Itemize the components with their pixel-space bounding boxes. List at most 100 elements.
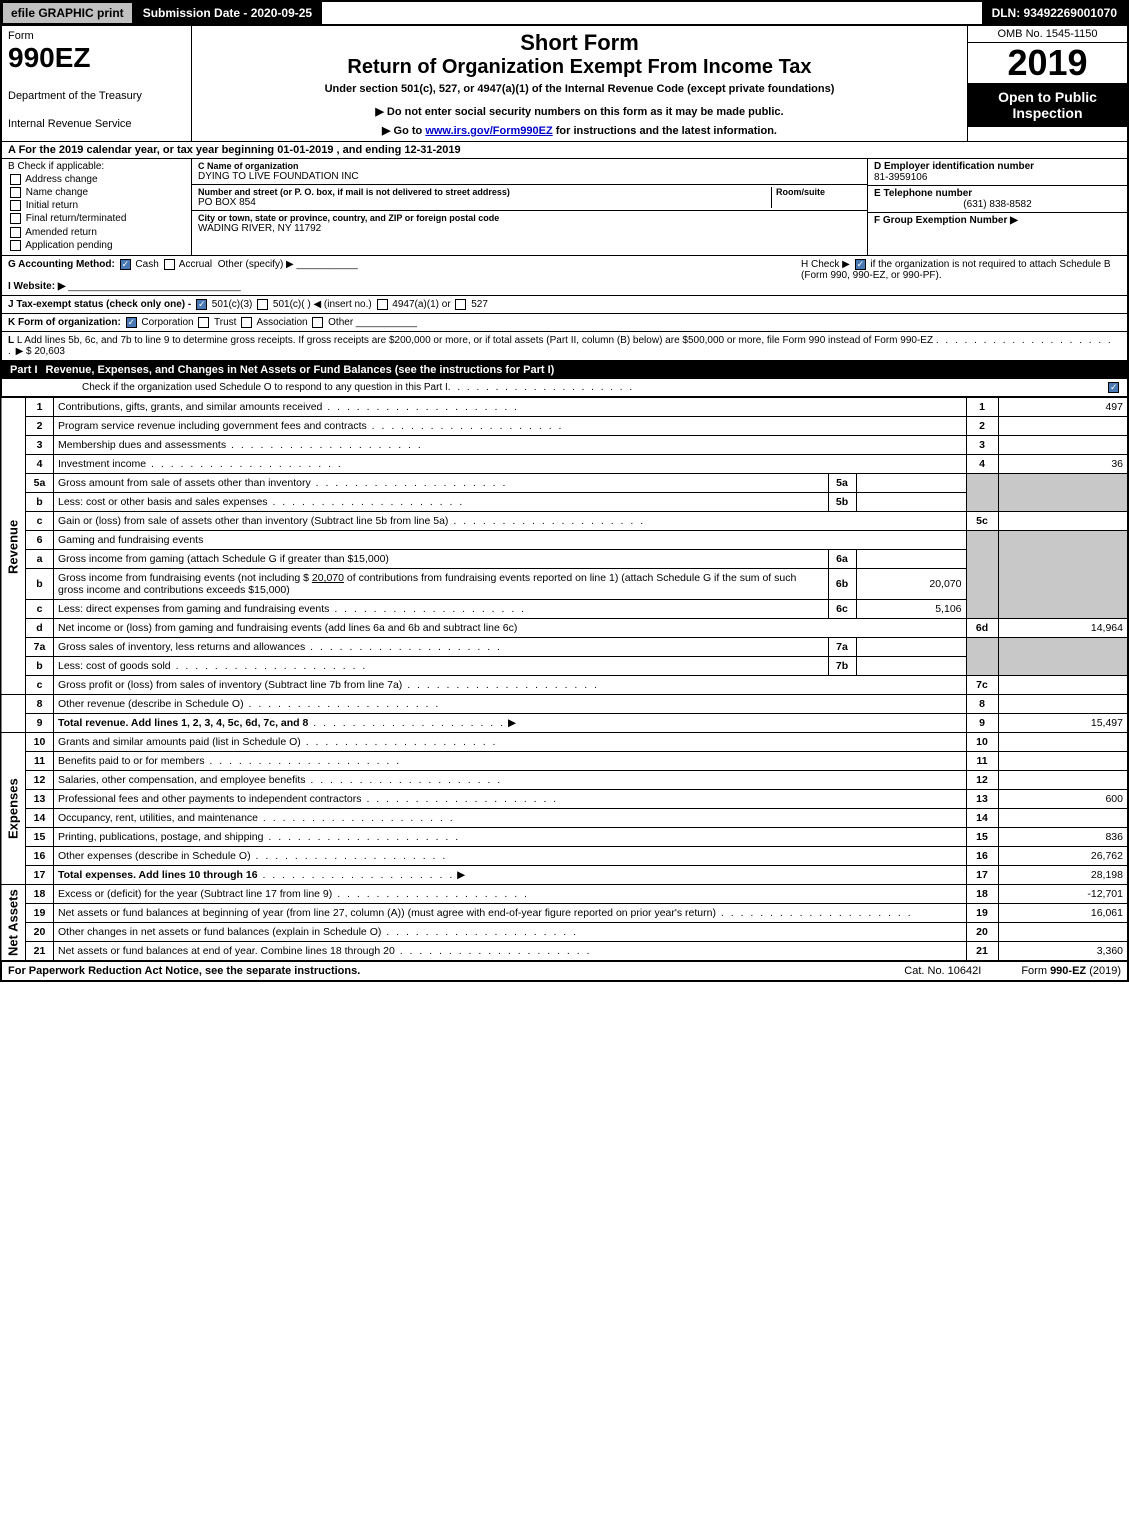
chk-4947[interactable] [377, 299, 388, 310]
city-label: City or town, state or province, country… [198, 213, 861, 223]
l10-desc: Grants and similar amounts paid (list in… [58, 736, 301, 748]
l20-num: 20 [26, 923, 54, 942]
chk-address-change[interactable]: Address change [8, 174, 185, 185]
l20-val [998, 923, 1128, 942]
l5a-num: 5a [26, 474, 54, 493]
l13-desc: Professional fees and other payments to … [58, 793, 362, 805]
chk-501c[interactable] [257, 299, 268, 310]
phone-label: E Telephone number [874, 188, 1121, 199]
line-16: 16 Other expenses (describe in Schedule … [1, 847, 1128, 866]
under-section: Under section 501(c), 527, or 4947(a)(1)… [198, 83, 961, 95]
l6b-amt: 20,070 [312, 572, 344, 584]
chk-corporation[interactable] [126, 317, 137, 328]
l5b-num: b [26, 493, 54, 512]
chk-application-pending[interactable]: Application pending [8, 240, 185, 251]
part1-check-text: Check if the organization used Schedule … [82, 382, 448, 393]
l4-val: 36 [998, 455, 1128, 474]
part1-title: Revenue, Expenses, and Changes in Net As… [46, 364, 1119, 376]
irs-link[interactable]: www.irs.gov/Form990EZ [425, 125, 552, 137]
chk-other[interactable] [312, 317, 323, 328]
chk-final-return[interactable]: Final return/terminated [8, 213, 185, 224]
l8-key: 8 [966, 695, 998, 714]
short-form-title: Short Form [198, 30, 961, 56]
l7b-num: b [26, 657, 54, 676]
accrual-label: Accrual [179, 259, 212, 270]
line-14: 14 Occupancy, rent, utilities, and maint… [1, 809, 1128, 828]
chk-amended-return[interactable]: Amended return [8, 227, 185, 238]
line-12: 12 Salaries, other compensation, and emp… [1, 771, 1128, 790]
l18-key: 18 [966, 885, 998, 904]
l9-num: 9 [26, 714, 54, 733]
chk-501c3[interactable] [196, 299, 207, 310]
l13-num: 13 [26, 790, 54, 809]
line-6b: b Gross income from fundraising events (… [1, 569, 1128, 600]
line-9: 9 Total revenue. Add lines 1, 2, 3, 4, 5… [1, 714, 1128, 733]
addr-label: Number and street (or P. O. box, if mail… [198, 187, 771, 197]
chk-trust[interactable] [198, 317, 209, 328]
l19-num: 19 [26, 904, 54, 923]
chk-cash[interactable] [120, 259, 131, 270]
header-left: Form 990EZ Department of the Treasury In… [2, 26, 192, 141]
line-20: 20 Other changes in net assets or fund b… [1, 923, 1128, 942]
chk-schedule-b[interactable] [855, 259, 866, 270]
ein-value: 81-3959106 [874, 172, 1121, 183]
k-assoc: Association [256, 317, 307, 328]
line-7c: c Gross profit or (loss) from sales of i… [1, 676, 1128, 695]
l14-desc: Occupancy, rent, utilities, and maintena… [58, 812, 258, 824]
header-right: OMB No. 1545-1150 2019 Open to Public In… [967, 26, 1127, 141]
l21-num: 21 [26, 942, 54, 961]
l17-key: 17 [966, 866, 998, 885]
box-b-title: B Check if applicable: [8, 161, 185, 172]
l-text: L Add lines 5b, 6c, and 7b to line 9 to … [17, 335, 933, 346]
l5b-iv [856, 493, 966, 512]
l4-key: 4 [966, 455, 998, 474]
line-7a: 7a Gross sales of inventory, less return… [1, 638, 1128, 657]
l-value: 20,603 [34, 346, 65, 357]
box-c: C Name of organization DYING TO LIVE FOU… [192, 159, 867, 255]
j-label: J Tax-exempt status (check only one) - [8, 299, 191, 310]
l6b-desc: Gross income from fundraising events (no… [54, 569, 829, 600]
l20-key: 20 [966, 923, 998, 942]
line-5b: b Less: cost or other basis and sales ex… [1, 493, 1128, 512]
line-5c: c Gain or (loss) from sale of assets oth… [1, 512, 1128, 531]
footer-form-no: 990-EZ [1050, 965, 1086, 977]
form-number: 990EZ [8, 42, 185, 74]
l6c-ik: 6c [828, 600, 856, 619]
l7a-num: 7a [26, 638, 54, 657]
chk-527[interactable] [455, 299, 466, 310]
irs-label: Internal Revenue Service [8, 118, 185, 130]
l13-key: 13 [966, 790, 998, 809]
chk-initial-return[interactable]: Initial return [8, 200, 185, 211]
l5c-key: 5c [966, 512, 998, 531]
line-6a: a Gross income from gaming (attach Sched… [1, 550, 1128, 569]
l21-desc: Net assets or fund balances at end of ye… [58, 945, 395, 957]
l5c-val [998, 512, 1128, 531]
chk-association[interactable] [241, 317, 252, 328]
part1-table: Revenue 1 Contributions, gifts, grants, … [0, 397, 1129, 961]
l6b-ik: 6b [828, 569, 856, 600]
l1-desc: Contributions, gifts, grants, and simila… [58, 401, 322, 413]
open-to-public: Open to Public Inspection [968, 83, 1127, 127]
room-suite-label: Room/suite [776, 187, 861, 197]
l4-num: 4 [26, 455, 54, 474]
line-2: 2 Program service revenue including gove… [1, 417, 1128, 436]
l9-key: 9 [966, 714, 998, 733]
l6d-desc: Net income or (loss) from gaming and fun… [54, 619, 967, 638]
l7c-desc: Gross profit or (loss) from sales of inv… [58, 679, 402, 691]
l2-key: 2 [966, 417, 998, 436]
l5ab-val-shaded [998, 474, 1128, 512]
l6b-num: b [26, 569, 54, 600]
chk-schedule-o[interactable] [1108, 382, 1119, 393]
l6c-num: c [26, 600, 54, 619]
omb-number: OMB No. 1545-1150 [968, 26, 1127, 43]
chk-name-change[interactable]: Name change [8, 187, 185, 198]
l17-arrow: ▶ [457, 869, 465, 881]
l7b-ik: 7b [828, 657, 856, 676]
box-def: D Employer identification number 81-3959… [867, 159, 1127, 255]
line-11: 11 Benefits paid to or for members 11 [1, 752, 1128, 771]
l10-key: 10 [966, 733, 998, 752]
l5b-ik: 5b [828, 493, 856, 512]
chk-accrual[interactable] [164, 259, 175, 270]
info-grid: B Check if applicable: Address change Na… [0, 159, 1129, 256]
efile-print-button[interactable]: efile GRAPHIC print [2, 2, 133, 24]
